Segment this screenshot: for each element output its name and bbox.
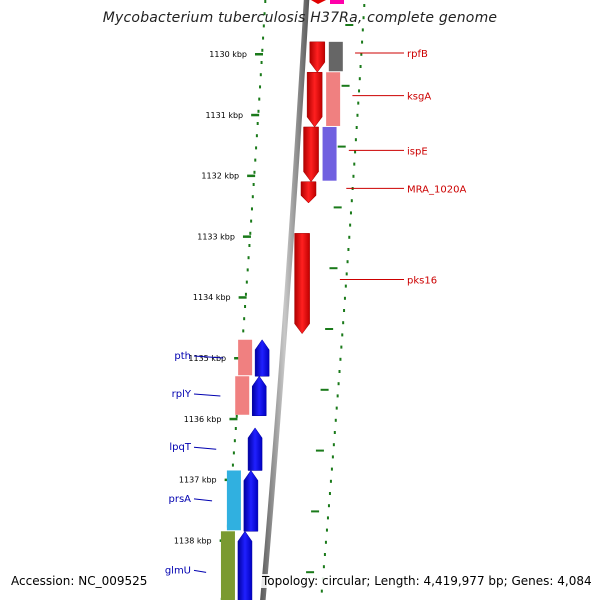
gene-arrow-rpfB	[309, 41, 326, 73]
gene-label-line-glmU	[193, 569, 207, 573]
ruler-tick	[255, 53, 263, 56]
ruler-tick-label: 1135 kbp	[188, 354, 226, 363]
cog-bar-rplY	[235, 376, 250, 415]
ruler-tick-label: 1133 kbp	[197, 232, 235, 241]
ruler-tick	[242, 235, 251, 238]
gene-arrow-glmU	[237, 530, 253, 604]
ruler-tick-label: 1136 kbp	[184, 415, 222, 424]
cog-bar-rpfB	[328, 41, 343, 72]
gene-label-line-rplY	[193, 393, 221, 397]
gene-labels-layer: rpfB ksgA ispE MRA_1020A pks16 pth rplY lpqT prs…	[165, 49, 467, 576]
cog-bar-prsA	[226, 470, 241, 531]
ruler-tick-label: 1131 kbp	[205, 111, 243, 120]
gene-arrow-pks16	[294, 233, 310, 335]
gene-label-pth: pth	[174, 351, 191, 362]
gene-label-lpqT: lpqT	[169, 442, 191, 453]
gene-arrow-ksgA	[306, 71, 323, 128]
cog-bar-ispE	[322, 126, 337, 181]
gene-label-ksgA: ksgA	[407, 92, 431, 103]
gene-label-rplY: rplY	[172, 389, 192, 400]
gene-label-line-pth	[193, 355, 224, 359]
cog-bar-glmU	[220, 531, 235, 604]
gene-label-line-lpqT	[193, 446, 217, 450]
ruler-tick-label: 1137 kbp	[179, 476, 217, 485]
genome-summary-text: Topology: circular; Length: 4,419,977 bp…	[260, 574, 594, 588]
backbone-layer	[259, 0, 310, 604]
gene-arrow-top-partial	[311, 0, 326, 4]
gene-arrow-pth	[254, 339, 270, 377]
gene-arrow-rplY	[251, 375, 267, 417]
cog-bar-pth	[238, 339, 253, 376]
gene-arrow-MRA_1020A	[300, 181, 317, 204]
map-title: Mycobacterium tuberculosis H37Ra, comple…	[102, 10, 498, 26]
ruler-tick-label: 1130 kbp	[209, 50, 247, 59]
gene-label-line-prsA	[193, 498, 213, 502]
genome-backbone	[259, 0, 310, 604]
gene-label-rpfB: rpfB	[407, 49, 428, 60]
ruler-layer: 1130 kbp 1131 kbp 1132 kbp 1133 kbp 1134 kbp…	[174, 0, 366, 604]
ruler-tick	[238, 296, 247, 299]
cog-bar-top-partial	[330, 0, 344, 4]
gene-arrow-lpqT	[247, 427, 263, 471]
gene-label-ispE: ispE	[407, 146, 428, 157]
gene-arrow-prsA	[243, 470, 259, 532]
ruler-tick	[247, 174, 256, 178]
cog-bar-ksgA	[326, 72, 341, 126]
ruler-tick-label: 1132 kbp	[201, 172, 239, 181]
genes-layer	[220, 0, 344, 604]
ruler-tick-label: 1134 kbp	[193, 293, 231, 302]
ruler-tick	[251, 113, 260, 117]
gene-label-glmU: glmU	[165, 565, 191, 576]
ruler-tick-label: 1138 kbp	[174, 536, 212, 545]
gene-arrow-ispE	[303, 126, 319, 183]
gene-label-prsA: prsA	[168, 494, 191, 505]
accession-text: Accession: NC_009525	[9, 574, 150, 588]
gene-label-MRA_1020A: MRA_1020A	[407, 184, 466, 195]
gene-label-pks16: pks16	[407, 276, 437, 287]
ruler-tick	[229, 417, 238, 421]
